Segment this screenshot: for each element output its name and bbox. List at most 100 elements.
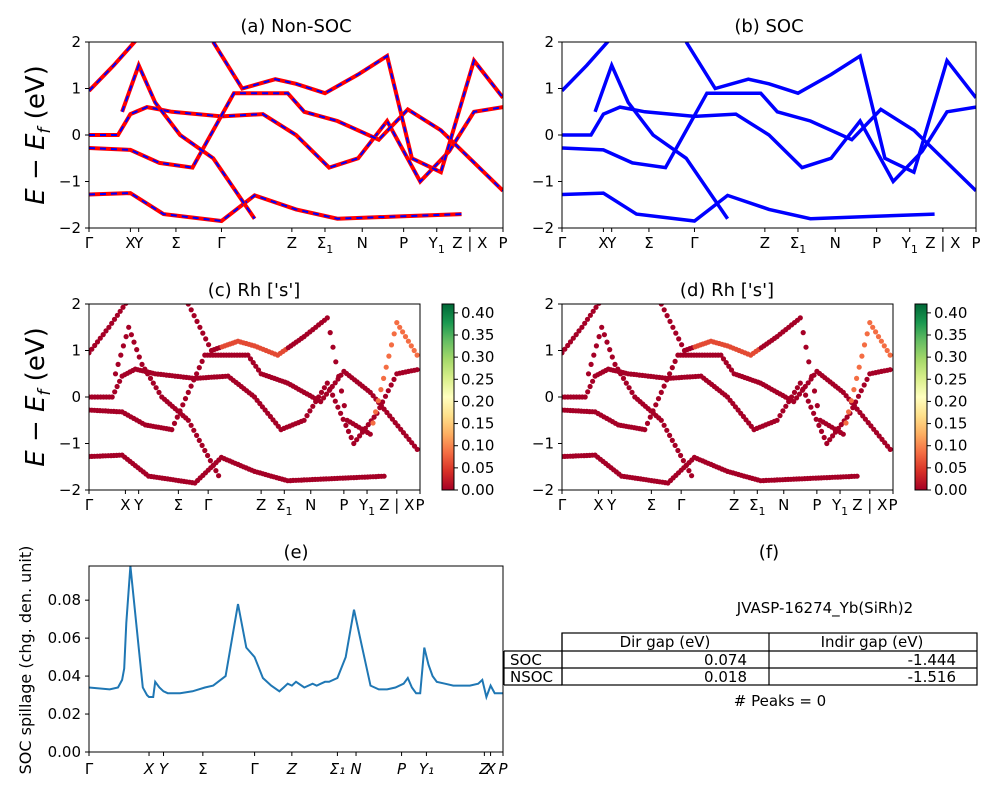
- row-nsoc-label: NSOC: [510, 668, 553, 686]
- panel-b-band-4: [593, 60, 730, 220]
- panel-a-xtick: Γ: [217, 234, 226, 252]
- panel-d-point: [881, 343, 887, 349]
- panel-c-point: [106, 324, 112, 330]
- panel-c-point: [103, 328, 109, 334]
- row-nsoc-dir: 0.018: [704, 668, 747, 686]
- panel-d-point: [887, 367, 893, 373]
- panel-c-point: [323, 391, 330, 397]
- panel-e-xtick: X: [484, 760, 496, 778]
- panel-d-point: [800, 330, 806, 336]
- panel-c-colorbar: 0.40 0.35 0.30 0.25 0.20 0.15 0.10 0.05 0.00: [441, 303, 494, 499]
- panel-d-point: [803, 344, 809, 350]
- panel-b-ytick: −2: [532, 219, 554, 237]
- panel-c-point: [388, 382, 394, 388]
- panel-c-point: [115, 361, 121, 367]
- panel-c-cbar-tick: 0.15: [461, 415, 494, 433]
- panel-d-point: [689, 473, 695, 479]
- material-id: JVASP-16274_Yb(SiRh)2: [736, 599, 913, 618]
- panel-c-point: [373, 409, 379, 415]
- panel-c-point: [329, 383, 335, 390]
- panel-c-point: [188, 422, 194, 428]
- panel-c-point: [367, 431, 373, 437]
- panel-c-xtick: P: [415, 496, 424, 514]
- panel-d-point: [796, 391, 803, 397]
- panel-d-point: [821, 434, 827, 441]
- panel-d-point: [582, 320, 588, 326]
- panel-d-point: [647, 414, 653, 420]
- panel-c-point: [92, 342, 98, 349]
- panel-d-point: [570, 335, 576, 341]
- panel-d-point: [813, 416, 819, 422]
- panel-c-cbar-tick: 0.25: [461, 370, 494, 388]
- panel-d-point: [587, 383, 593, 390]
- panel-c-point: [194, 371, 200, 377]
- panel-c-point: [191, 427, 197, 433]
- panel-c-ytick: 2: [71, 295, 81, 313]
- panel-c-point: [332, 398, 338, 404]
- panel-c-point: [397, 324, 403, 330]
- panel-d-point: [576, 328, 582, 334]
- panel-b-ytick: 1: [544, 80, 554, 98]
- panel-d-point: [808, 404, 814, 410]
- panel-d-cbar-tick: 0.40: [934, 304, 967, 322]
- panel-d-ytick: 0: [544, 388, 554, 406]
- panel-a-band-4: [120, 59, 257, 220]
- panel-c-point: [134, 347, 140, 353]
- panel-c-point: [205, 452, 211, 459]
- panel-c-point: [109, 394, 115, 400]
- panel-d-point: [884, 347, 890, 354]
- panel-d-point: [618, 371, 624, 377]
- panel-c-point: [114, 312, 120, 318]
- panel-d-xtick: Σ1: [749, 496, 765, 518]
- panel-e-frame: [88, 565, 504, 753]
- panel-b-xtick: Z | X: [925, 234, 960, 252]
- panel-c-point: [188, 307, 194, 313]
- panel-d-point: [864, 331, 870, 337]
- panel-c-point: [405, 338, 411, 344]
- panel-c-point: [210, 463, 216, 469]
- panel-c-xtick: Σ: [174, 496, 183, 514]
- panel-c-point: [247, 356, 254, 362]
- panel-d-point: [802, 383, 808, 390]
- panel-c-point: [120, 304, 126, 310]
- panel-d-point: [596, 334, 602, 340]
- panel-c-point: [139, 361, 145, 367]
- panel-d-colorbar: 0.40 0.35 0.30 0.25 0.20 0.15 0.10 0.05 0.00: [914, 303, 967, 499]
- panel-c-point: [171, 420, 178, 426]
- panel-d-xtick: X: [593, 496, 603, 514]
- panel-c-point: [202, 447, 208, 454]
- panel-d-xtick: P: [812, 496, 821, 514]
- panel-c-point: [188, 383, 194, 389]
- panel-c-point: [310, 403, 316, 409]
- panel-c-cbar-tick: 0.30: [461, 348, 494, 366]
- panel-c-point: [97, 335, 103, 341]
- panel-c-xtick: Γ: [85, 496, 94, 514]
- panel-d-point: [844, 414, 850, 420]
- row-soc-indir: -1.444: [908, 651, 956, 669]
- panel-d-point: [780, 408, 786, 414]
- panel-d-point: [672, 442, 678, 448]
- panel-d-point: [629, 389, 635, 395]
- panel-d-point: [653, 402, 659, 408]
- panel-d-cbar-tick: 0.20: [934, 392, 967, 410]
- panel-c-point: [216, 473, 222, 479]
- panel-d-point: [859, 353, 865, 359]
- panel-d-point: [797, 380, 803, 386]
- panel-c-point: [199, 442, 205, 448]
- panel-c-point: [383, 364, 389, 370]
- panel-d-point: [809, 373, 815, 379]
- panel-b-xtick: Y1: [901, 234, 918, 256]
- panel-c-point: [338, 410, 344, 416]
- panel-a-xtick: Σ1: [317, 234, 333, 256]
- panel-c-point: [301, 417, 307, 423]
- panel-d-ytick: −2: [532, 481, 554, 499]
- panel-e-xtick: Y: [159, 760, 170, 778]
- panel-a-xtick: Z: [287, 234, 297, 252]
- panel-d-point: [661, 422, 667, 428]
- panel-c-point: [408, 343, 414, 349]
- panel-b-xtick: P: [872, 234, 881, 252]
- panel-b-xtick: Z: [760, 234, 770, 252]
- panel-c-xtick: Y1: [358, 496, 375, 518]
- panel-d-point: [843, 420, 849, 426]
- panel-d-point: [620, 375, 627, 381]
